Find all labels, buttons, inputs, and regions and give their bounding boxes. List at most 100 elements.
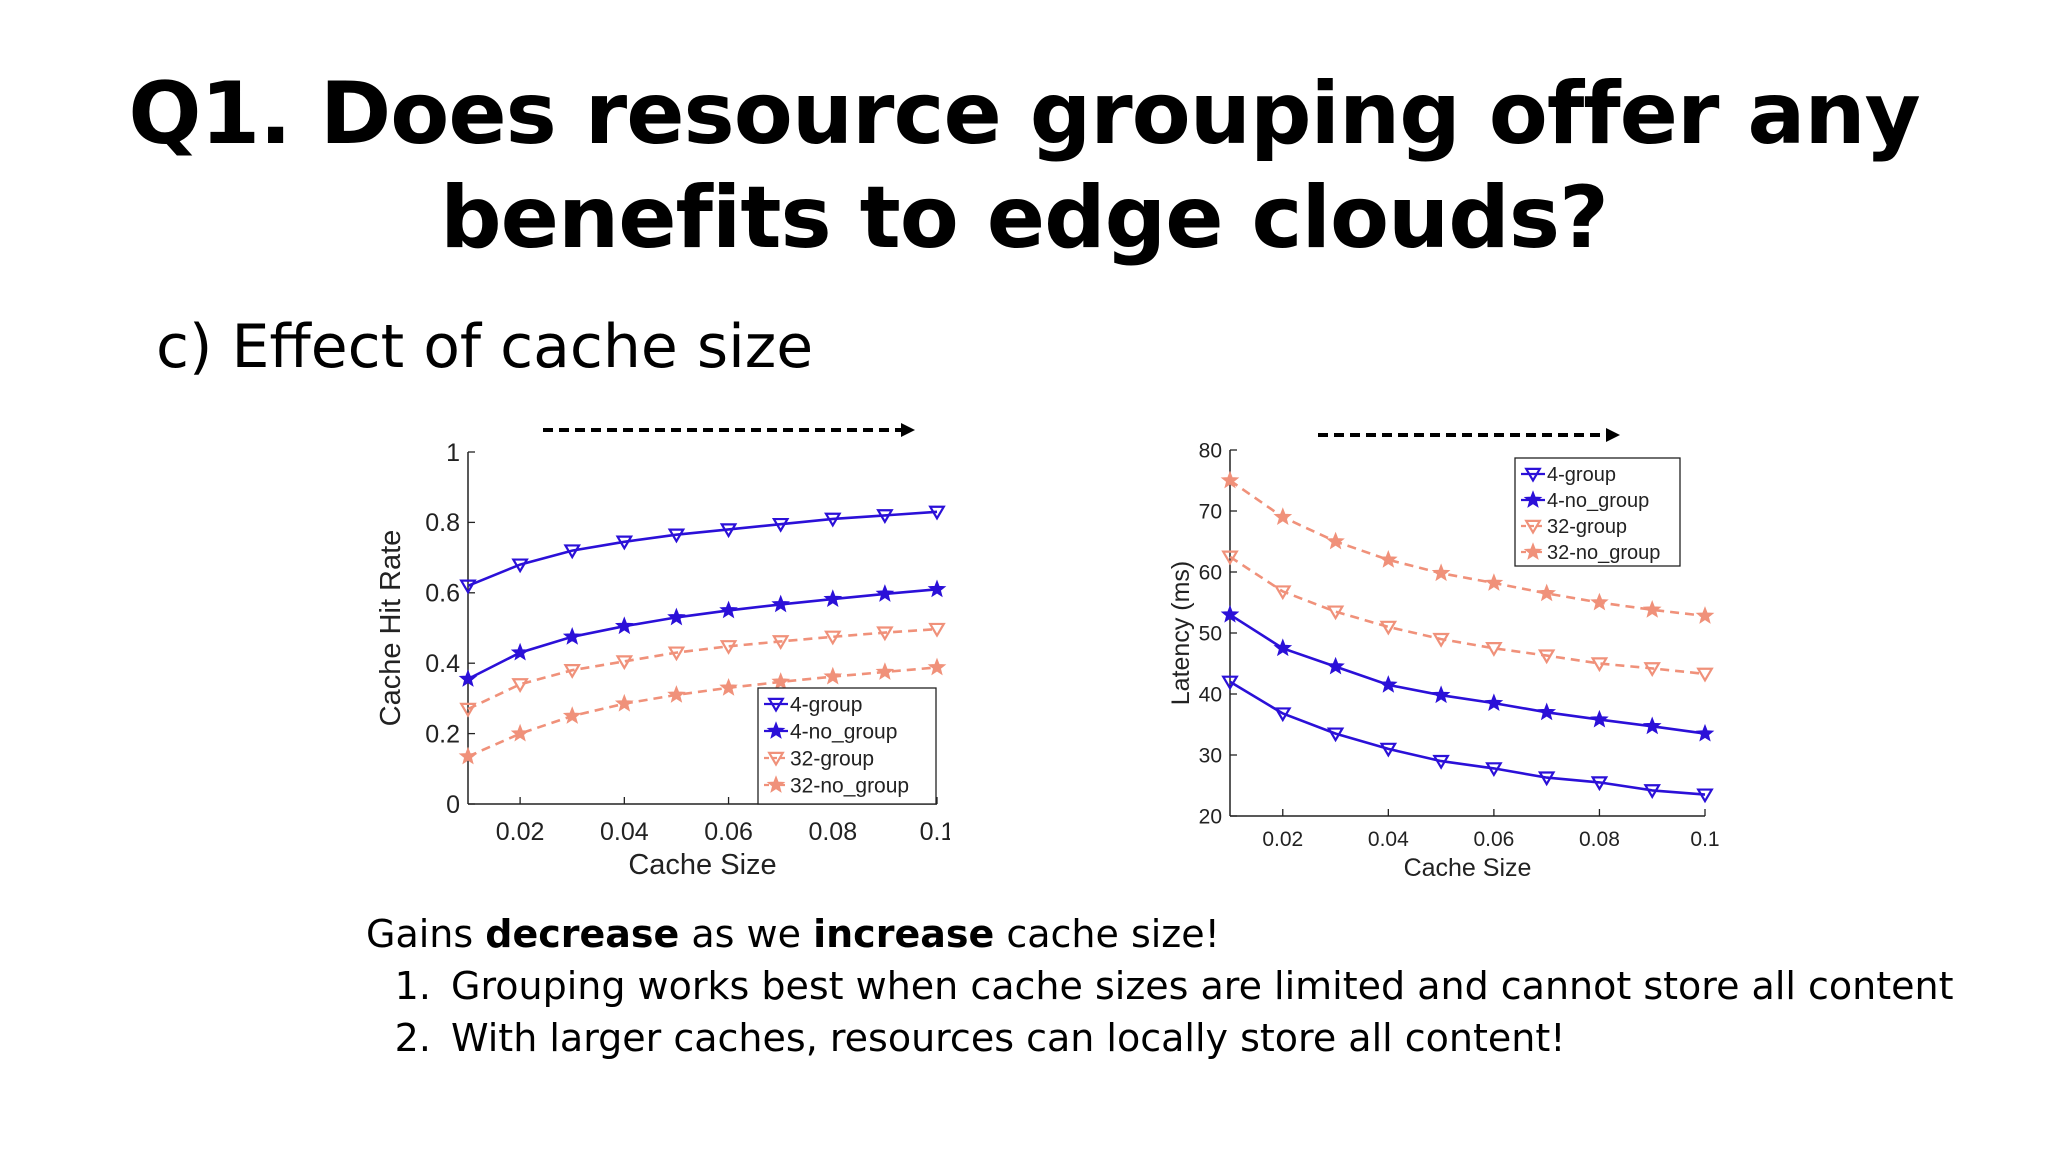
latency-chart: 20 30 40 50 60 70 80 0.02 0.04 0.06 0.08 0.1 Cache S… [1165,422,1735,892]
series-32-no_group [458,657,947,765]
y-tick-label: 0.8 [425,509,460,537]
series-4-no_group [458,579,947,687]
data-point [615,655,634,671]
data-point [614,693,634,712]
legend: 4-group 4-no_group 32-group 32-no_group [757,687,937,805]
data-point [1590,776,1609,792]
notes-summary-part1: Gains [366,912,486,956]
data-point [563,664,581,679]
latency-chart-svg: 20 30 40 50 60 70 80 0.02 0.04 0.06 0.08 0.1 Cache S… [1167,428,1720,882]
data-point [562,706,582,724]
cache-hit-rate-chart-svg: 0 0.2 0.4 0.6 0.8 1 0.02 0.04 0.06 0.08 0.1 Cache S… [375,423,950,881]
slide-title: Q1. Does resource grouping offer any ben… [0,62,2048,270]
data-point [1379,620,1398,636]
series-line [1229,680,1706,796]
notes-summary-part3: as we [679,912,814,956]
y-tick-label: 80 [1199,439,1222,462]
data-point [823,666,843,685]
data-point [1432,754,1450,770]
data-point [823,589,843,608]
series-32-no_group [1220,470,1715,624]
x-tick-label: 0.02 [496,818,545,846]
data-point [875,662,895,680]
data-point [511,558,529,574]
notes-summary-increase: increase [813,912,995,956]
data-point [719,640,738,655]
data-point [1590,657,1609,673]
data-point [927,657,947,676]
data-point [771,635,790,651]
series-4-no_group [1220,604,1715,742]
data-point [719,678,738,696]
x-tick-label: 0.08 [808,818,857,846]
x-tick-label: 0.1 [1690,828,1719,851]
series-line [1229,613,1706,735]
legend-label: 4-no_group [790,720,897,743]
x-axis-label: Cache Size [1404,854,1532,882]
data-point [1696,788,1714,804]
data-point [1431,685,1451,704]
data-point [1273,507,1293,526]
legend-marker [1523,490,1543,508]
data-point [511,678,529,693]
data-point [510,723,530,742]
legend-marker [1524,467,1542,483]
legend-box [1514,457,1681,567]
notes-summary-decrease: decrease [485,912,680,956]
data-point [1537,771,1556,787]
data-point [1273,638,1293,657]
data-point [1378,675,1398,693]
x-tick-label: 0.1 [920,818,950,846]
data-point [667,646,686,662]
legend-box [757,687,937,805]
series-32-group [1221,550,1714,683]
y-axis-label: Cache Hit Rate [375,530,407,727]
legend-marker [766,721,786,739]
legend-marker [1523,542,1543,560]
x-tick-label: 0.04 [600,818,649,846]
data-point [459,579,477,595]
data-point [719,600,738,619]
data-point [1485,642,1503,657]
legend-label: 32-group [790,747,874,770]
slide-subtitle: c) Effect of cache size [156,312,814,382]
data-point [1484,693,1504,712]
x-tick-label: 0.02 [1262,828,1303,851]
x-tick-label: 0.08 [1579,828,1620,851]
y-tick-label: 60 [1199,561,1222,584]
data-point [1695,723,1715,742]
data-point [876,626,894,642]
legend-marker [766,775,786,793]
y-tick-label: 1 [446,439,460,467]
data-point [1431,563,1451,582]
data-point [1537,583,1557,602]
y-tick-label: 0.4 [425,650,460,678]
y-tick-label: 0.6 [425,580,460,608]
cache-hit-rate-chart: 0 0.2 0.4 0.6 0.8 1 0.02 0.04 0.06 0.08 0.1 Cache S… [370,422,950,892]
data-point [667,528,686,544]
series-line [1229,479,1706,618]
y-tick-label: 70 [1199,500,1222,523]
data-point [1695,606,1715,624]
data-point [1326,727,1345,743]
y-tick-label: 0 [446,791,460,819]
legend-label: 32-group [1547,516,1627,538]
series-4-group [1221,675,1714,804]
data-point [459,702,477,718]
y-tick-label: 40 [1199,683,1222,706]
x-axis-label: Cache Size [628,849,776,881]
x-tick-label: 0.06 [1473,828,1514,851]
notes-summary: Gains decrease as we increase cache size… [366,908,1954,960]
y-tick-label: 20 [1199,805,1222,828]
dashed-arrow-head [901,423,915,437]
legend-marker [767,697,785,713]
data-point [1326,656,1345,675]
series-line [1229,555,1706,676]
data-point [614,616,634,635]
data-point [1590,709,1609,728]
data-point [1274,707,1292,723]
data-point [771,672,791,690]
notes-point-1: Grouping works best when cache sizes are… [443,960,1954,1012]
legend-label: 4-no_group [1547,490,1649,512]
y-tick-label: 30 [1199,744,1222,767]
